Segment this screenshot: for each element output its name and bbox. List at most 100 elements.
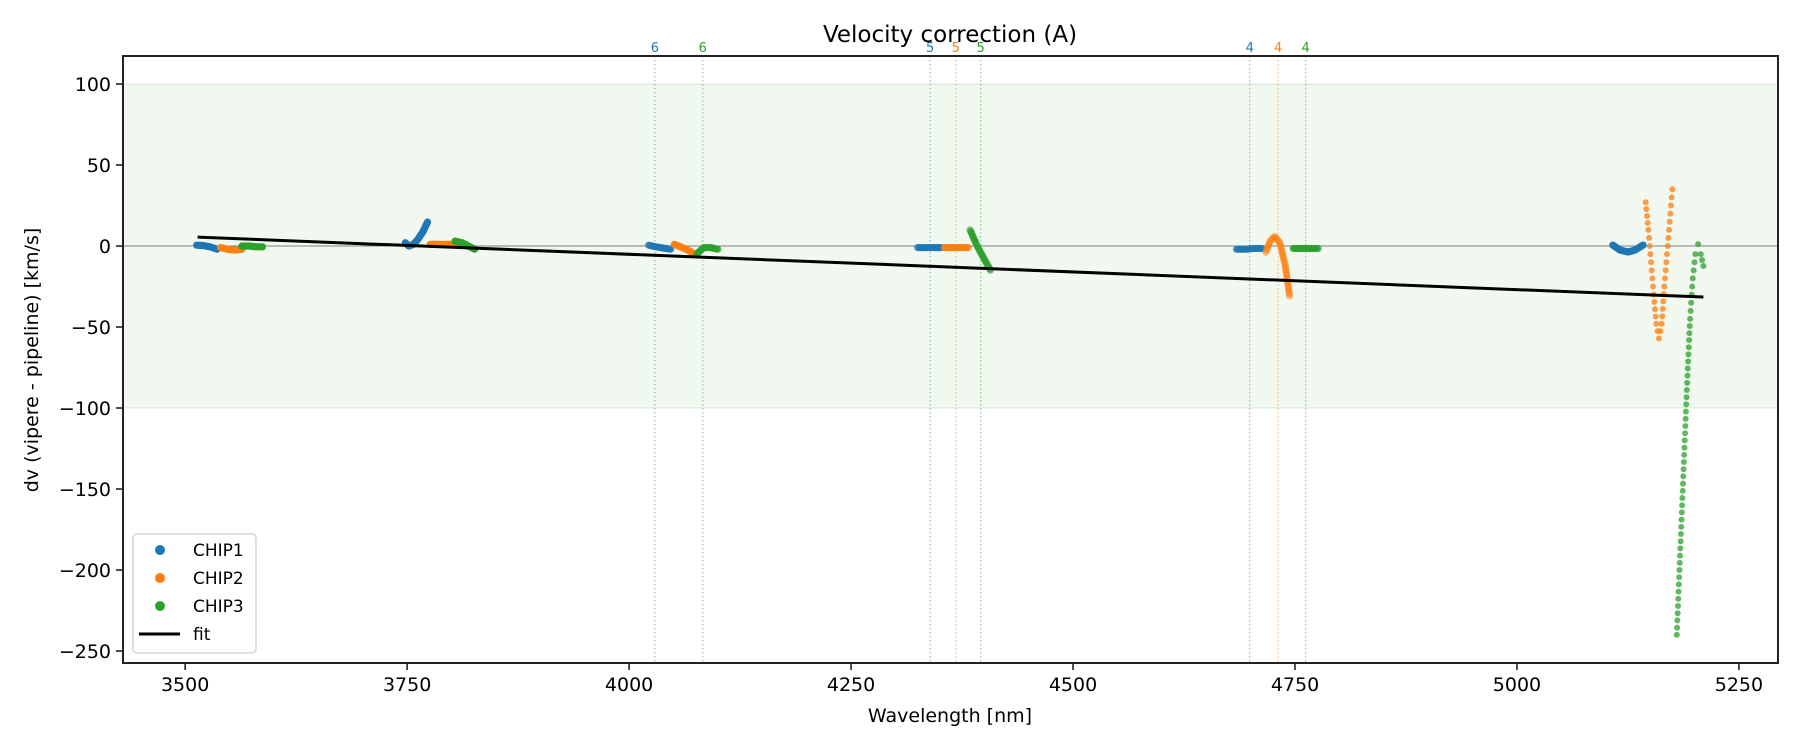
chip3-point bbox=[714, 245, 722, 253]
chip2-point bbox=[1282, 270, 1291, 278]
chip3-point bbox=[1674, 610, 1681, 617]
chip2-point bbox=[1648, 267, 1655, 274]
chip3-point bbox=[1680, 459, 1687, 466]
chip3-point bbox=[1685, 358, 1692, 365]
chip3-point bbox=[1676, 567, 1683, 574]
chip2-point bbox=[1262, 246, 1271, 254]
chip2-point bbox=[1283, 272, 1291, 280]
chip2-point bbox=[1661, 283, 1668, 290]
legend-label: CHIP1 bbox=[193, 541, 244, 561]
chip2-point bbox=[1286, 292, 1294, 300]
chip3-point bbox=[1676, 574, 1683, 581]
chip2-point bbox=[1269, 234, 1277, 242]
chip2-point bbox=[1667, 210, 1674, 217]
chip2-point bbox=[1270, 232, 1279, 240]
chip3-point bbox=[1691, 259, 1698, 266]
chip2-point bbox=[1644, 219, 1651, 226]
order-marker-label: 5 bbox=[977, 41, 985, 56]
chip2-point bbox=[1276, 241, 1285, 249]
chip2-point bbox=[1668, 202, 1675, 209]
chip2-point bbox=[1645, 226, 1652, 233]
chip2-point bbox=[1660, 298, 1667, 305]
chip2-point bbox=[1266, 237, 1274, 245]
chip2-point bbox=[1285, 290, 1293, 298]
chip3-point bbox=[1680, 466, 1687, 473]
chip3-point bbox=[1681, 437, 1688, 444]
chip2-point bbox=[1648, 259, 1655, 266]
axes: 3500 3750 4000 4250 4500 4750 5000 5250 100 50 0 −5… bbox=[59, 55, 1779, 696]
chip2-point bbox=[1669, 186, 1676, 193]
legend-chip1-marker bbox=[155, 545, 165, 555]
chip2-point bbox=[1282, 271, 1291, 279]
chip2-point bbox=[1668, 194, 1675, 201]
chip2-point bbox=[1276, 240, 1284, 248]
chip3-point bbox=[1685, 344, 1692, 351]
legend-chip2-marker bbox=[155, 573, 165, 583]
x-tick-label: 3750 bbox=[383, 674, 431, 696]
chip2-point bbox=[1282, 267, 1290, 275]
chip1-point bbox=[423, 218, 432, 226]
chip3-point bbox=[1689, 283, 1696, 290]
chip3-point bbox=[1692, 251, 1699, 258]
chip2-point bbox=[1271, 233, 1279, 241]
chip2-point bbox=[1284, 283, 1292, 291]
chip3-point bbox=[1686, 323, 1693, 330]
y-tick-label: −50 bbox=[71, 317, 111, 339]
order-marker-lines: 6 6 5 5 5 4 4 4 bbox=[651, 41, 1310, 663]
chip2-point bbox=[1268, 235, 1276, 243]
chart-title: Velocity correction (A) bbox=[823, 22, 1077, 48]
legend: CHIP1 CHIP2 CHIP3 fit bbox=[132, 533, 257, 654]
chip2-point bbox=[1277, 245, 1285, 253]
order-marker-label: 4 bbox=[1274, 41, 1282, 56]
chip2-point bbox=[1264, 243, 1272, 251]
chip2-point bbox=[1662, 267, 1669, 274]
chip2-point bbox=[1281, 263, 1289, 271]
chip3-point bbox=[1679, 487, 1686, 494]
chip2-point bbox=[1277, 242, 1285, 250]
y-tick-label: 50 bbox=[87, 155, 111, 177]
chip3-point bbox=[1686, 337, 1693, 344]
chip3-point bbox=[1687, 307, 1694, 314]
chip2-point bbox=[1278, 247, 1286, 255]
chip2-point bbox=[1659, 313, 1666, 320]
order-marker-label: 5 bbox=[926, 41, 934, 56]
chip3-point bbox=[1700, 262, 1707, 269]
chip2-point bbox=[1263, 244, 1272, 252]
chip2-point bbox=[1664, 243, 1671, 250]
x-tick-label: 4750 bbox=[1271, 674, 1319, 696]
chip2-point bbox=[1282, 268, 1290, 277]
chip3-point bbox=[258, 243, 266, 251]
chip2-point bbox=[1266, 238, 1274, 246]
chip3-point bbox=[1680, 473, 1687, 480]
chip3-point bbox=[1682, 423, 1689, 430]
legend-box bbox=[132, 533, 257, 654]
chip2-point bbox=[1285, 289, 1293, 297]
x-tick-label: 4500 bbox=[1049, 674, 1097, 696]
chip3-point bbox=[1674, 617, 1681, 624]
chip2-point bbox=[1279, 251, 1287, 259]
axes-frame bbox=[122, 55, 1779, 664]
chip2-point bbox=[1277, 243, 1285, 252]
chip3-point bbox=[1686, 330, 1693, 337]
x-tick-label: 4250 bbox=[827, 674, 875, 696]
y-axis-label: dv (vipere - pipeline) [km/s] bbox=[21, 228, 43, 493]
chip2-point bbox=[1650, 283, 1657, 290]
y-tick-label: −100 bbox=[59, 398, 111, 420]
chip2-point bbox=[1646, 243, 1653, 250]
chip3-point bbox=[1314, 244, 1322, 253]
legend-chip3-marker bbox=[155, 601, 165, 611]
order-marker-label: 4 bbox=[1302, 41, 1310, 56]
chip2-point bbox=[1280, 255, 1288, 264]
chip3-point bbox=[1689, 275, 1696, 282]
chip2-point bbox=[1262, 248, 1270, 257]
chip2-point bbox=[1666, 226, 1673, 233]
chip2-point bbox=[1664, 251, 1671, 258]
chip2-point bbox=[1274, 236, 1282, 244]
chip2-point bbox=[1653, 320, 1660, 327]
chip3-point bbox=[1684, 379, 1691, 386]
chip2-point bbox=[1277, 246, 1286, 254]
chip2-point bbox=[1264, 242, 1272, 250]
chip3-point bbox=[1688, 299, 1695, 306]
chip2-point bbox=[1279, 254, 1288, 262]
chip3-point bbox=[1675, 588, 1682, 595]
